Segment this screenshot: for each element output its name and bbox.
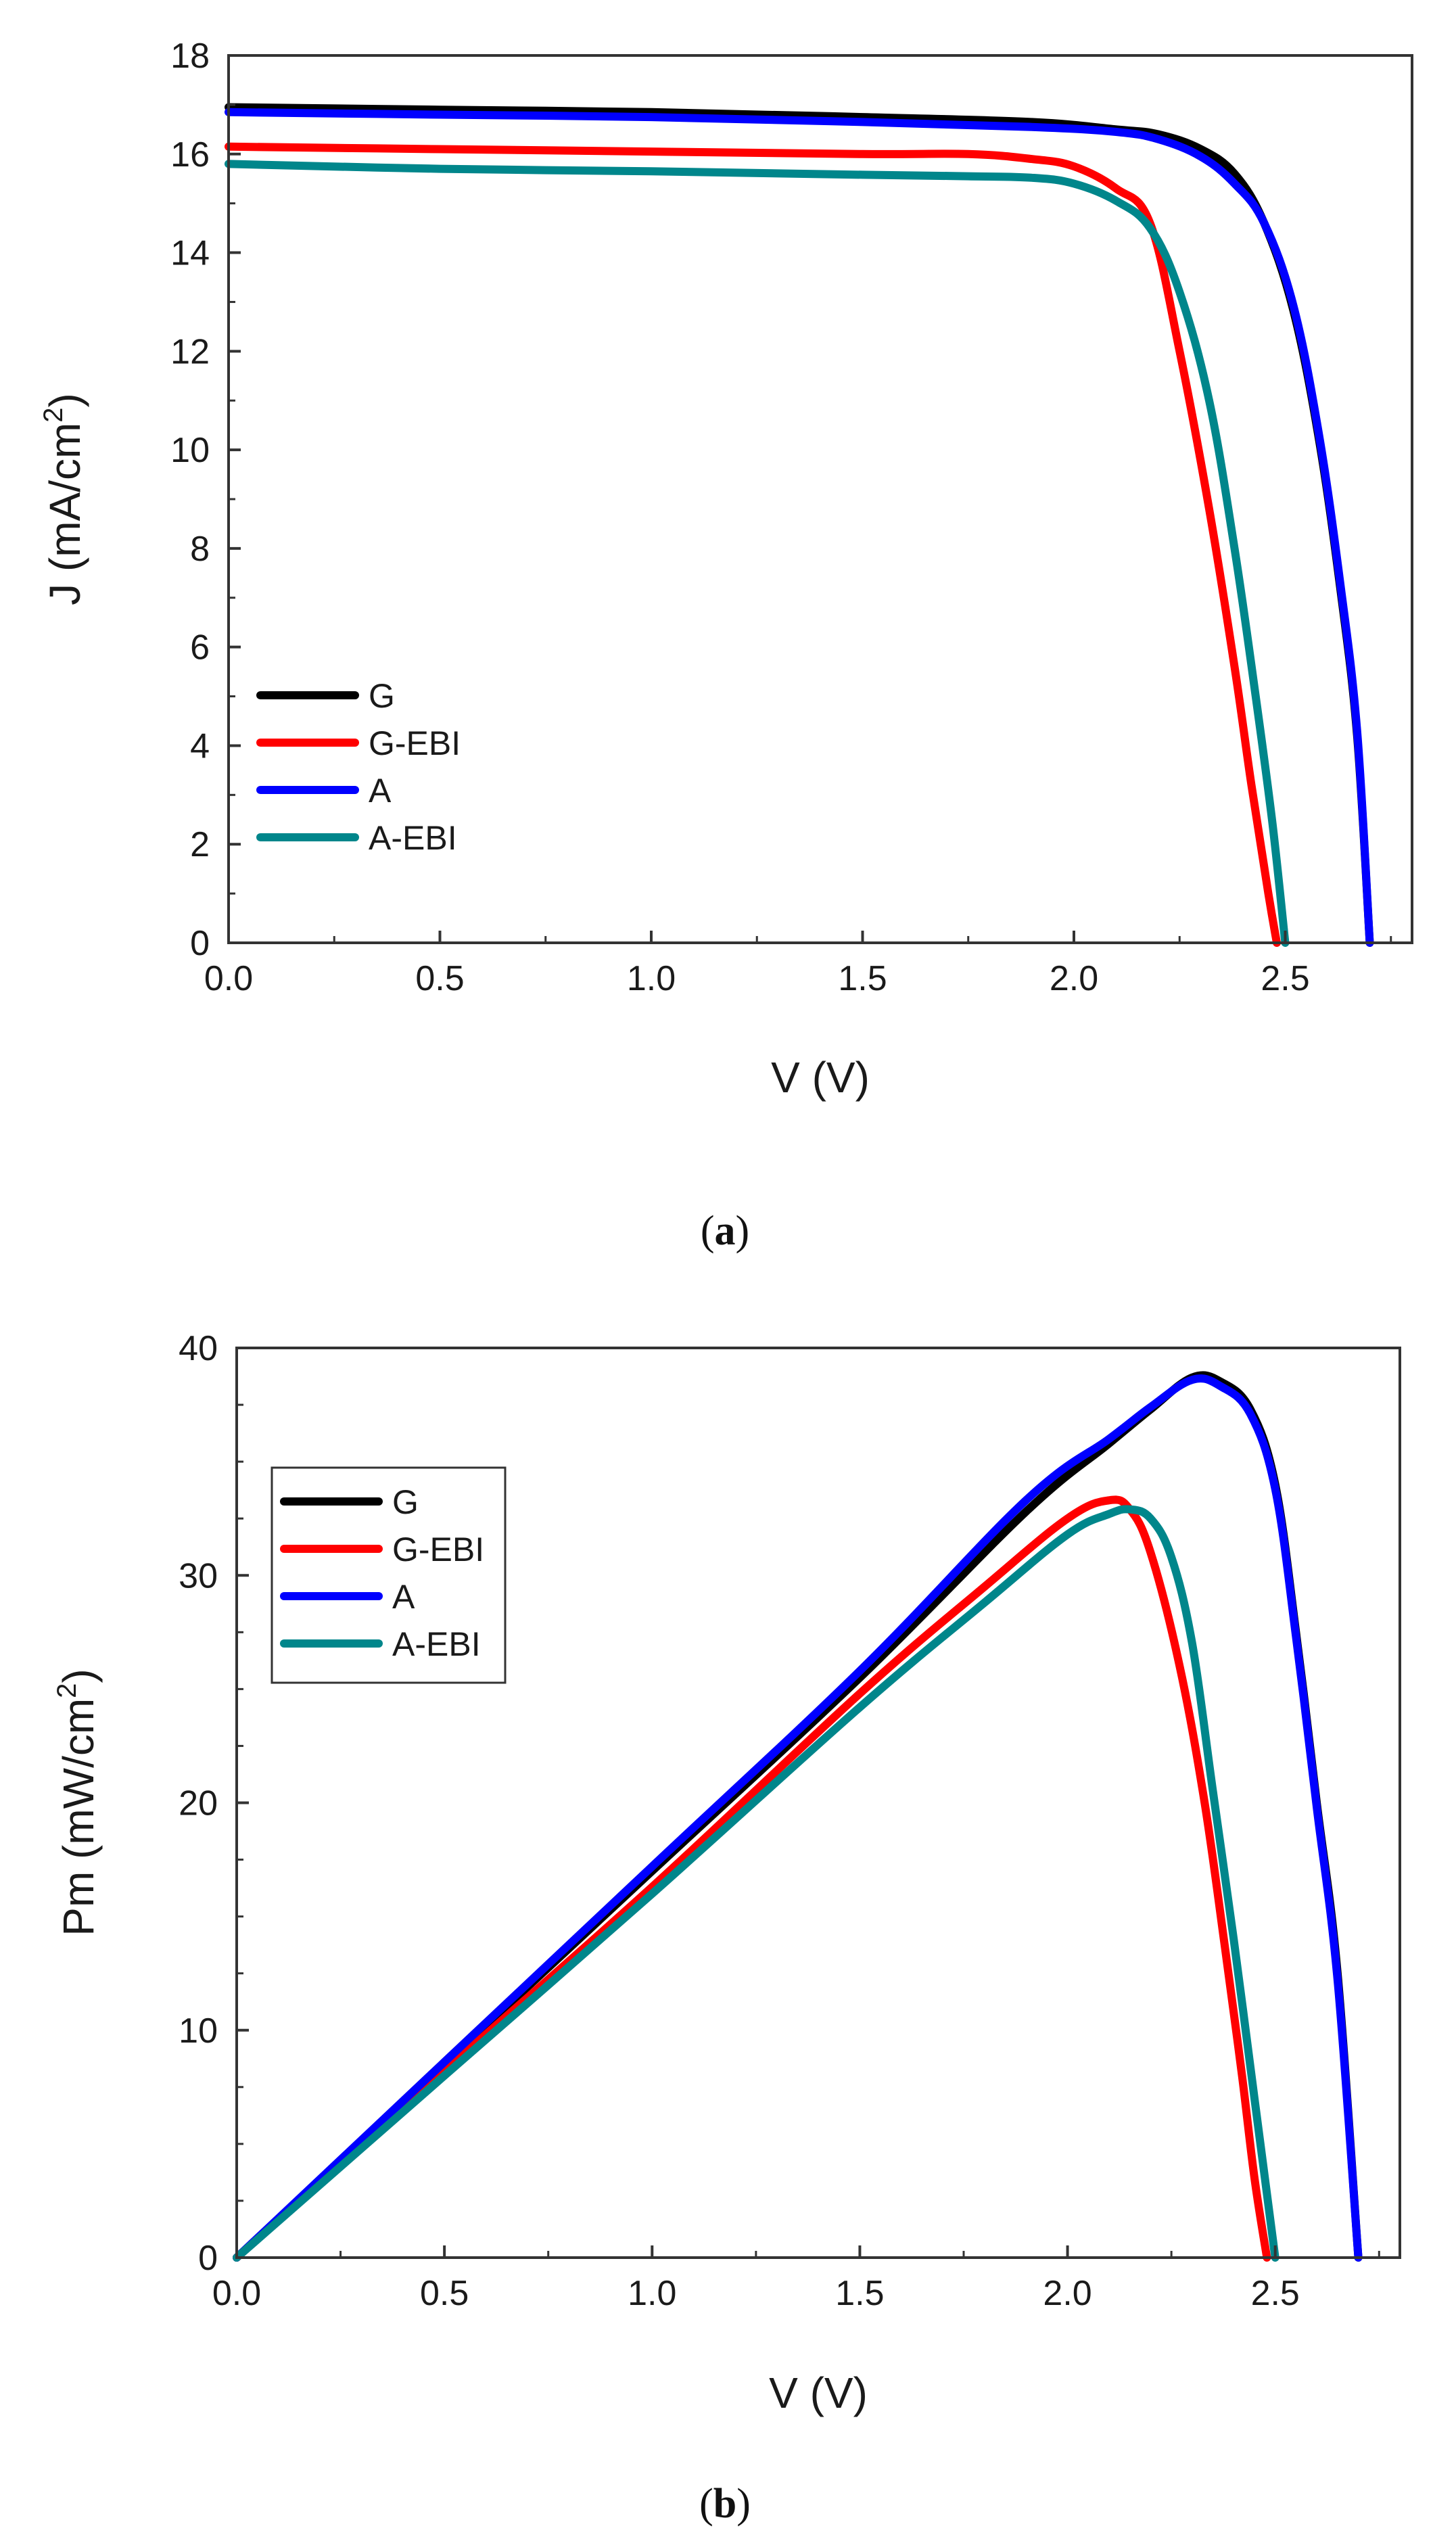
series-layer-b — [233, 1371, 1363, 2262]
legend-label-g-ebi: G-EBI — [392, 1531, 484, 1568]
y-axis-title-a-main: J (mA/cm — [41, 423, 89, 605]
y-axis-title-b-sup: 2 — [52, 1683, 82, 1698]
y-tick-labels-a: 0 2 4 6 8 10 12 14 16 18 — [170, 37, 210, 963]
y-axis-title-a-tail: ) — [41, 393, 89, 407]
y-axis-title-b: Pm (mW/cm2) — [52, 1669, 103, 1936]
y-tick-label: 0 — [198, 2239, 218, 2278]
x-tick-label: 2.0 — [1043, 2274, 1091, 2313]
series-line-a-ebi — [233, 1505, 1279, 2262]
caption-b-letter: b — [713, 2481, 736, 2527]
panel-caption-b: (b) — [699, 2481, 751, 2527]
chart-panel-a: 0.0 0.5 1.0 1.5 2.0 2.5 0 2 4 6 8 10 12 14 16 18 G G-EB… — [39, 37, 1413, 1254]
x-tick-label: 2.5 — [1251, 2274, 1300, 2313]
caption-a-open: ( — [701, 1208, 715, 1254]
y-tick-label: 20 — [179, 1784, 218, 1823]
caption-a-letter: a — [715, 1208, 736, 1254]
y-tick-label: 14 — [170, 234, 210, 273]
x-tick-label: 1.5 — [835, 2274, 884, 2313]
legend-label-a: A — [369, 772, 392, 810]
legend-label-g-ebi: G-EBI — [369, 724, 461, 762]
x-tick-label: 1.0 — [628, 2274, 676, 2313]
x-tick-label: 0.5 — [420, 2274, 469, 2313]
y-tick-label: 30 — [179, 1556, 218, 1595]
x-tick-label: 2.0 — [1050, 959, 1098, 998]
legend-a: G G-EBI A A-EBI — [256, 677, 461, 857]
series-line-a-ebi — [225, 160, 1290, 947]
x-tick-label: 0.5 — [415, 959, 464, 998]
y-tick-label: 40 — [179, 1329, 218, 1368]
y-axis-title-a-sup: 2 — [39, 407, 68, 422]
y-tick-label: 18 — [170, 37, 210, 76]
y-tick-label: 8 — [190, 530, 210, 569]
y-tick-label: 2 — [190, 825, 210, 864]
x-tick-label: 1.0 — [627, 959, 676, 998]
y-tick-labels-b: 0 10 20 30 40 — [179, 1329, 218, 2278]
y-tick-label: 4 — [190, 726, 210, 766]
y-tick-label: 6 — [190, 628, 210, 668]
x-axis-title-b: V (V) — [769, 2369, 868, 2417]
legend-b: G G-EBI A A-EBI — [271, 1466, 507, 1684]
legend-label-g: G — [392, 1483, 419, 1521]
x-axis-title-a: V (V) — [771, 1053, 870, 1102]
x-tick-label: 0.0 — [212, 2274, 261, 2313]
legend-label-a-ebi: A-EBI — [392, 1625, 481, 1663]
y-tick-label: 10 — [170, 431, 210, 470]
y-tick-label: 0 — [190, 924, 210, 963]
x-tick-label: 0.0 — [204, 959, 253, 998]
legend-label-g: G — [369, 677, 395, 715]
chart-panel-b: 0.0 0.5 1.0 1.5 2.0 2.5 0 10 20 30 40 G G-EBI A A-EB… — [52, 1329, 1401, 2527]
caption-b-close: ) — [736, 2481, 751, 2527]
y-tick-label: 12 — [170, 332, 210, 371]
panel-caption-a: (a) — [701, 1208, 749, 1254]
axis-ticks-a — [227, 54, 1392, 944]
x-tick-labels-a: 0.0 0.5 1.0 1.5 2.0 2.5 — [204, 959, 1310, 998]
y-axis-title-b-main: Pm (mW/cm — [54, 1698, 103, 1936]
y-axis-title-b-tail: ) — [54, 1669, 103, 1683]
series-line-a — [233, 1374, 1363, 2262]
x-tick-label: 1.5 — [838, 959, 887, 998]
y-tick-label: 16 — [170, 135, 210, 174]
x-tick-labels-b: 0.0 0.5 1.0 1.5 2.0 2.5 — [212, 2274, 1300, 2313]
caption-b-open: ( — [699, 2481, 713, 2527]
y-tick-label: 10 — [179, 2011, 218, 2051]
series-line-g-ebi — [225, 142, 1281, 947]
legend-label-a: A — [392, 1578, 415, 1616]
series-line-a — [225, 108, 1374, 947]
series-layer-a — [225, 103, 1374, 947]
y-axis-title-a: J (mA/cm2) — [39, 393, 89, 605]
caption-a-close: ) — [736, 1208, 750, 1254]
series-line-g-ebi — [233, 1495, 1271, 2262]
legend-label-a-ebi: A-EBI — [369, 819, 457, 857]
x-tick-label: 2.5 — [1261, 959, 1309, 998]
axis-ticks-b — [235, 1347, 1380, 2259]
